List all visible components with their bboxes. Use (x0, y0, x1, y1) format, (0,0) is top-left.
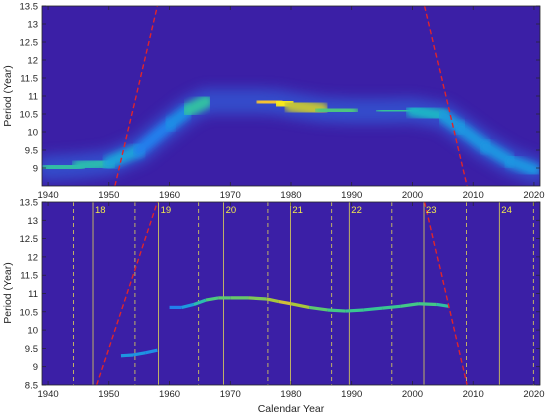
x-tick-label: 1980 (280, 389, 301, 400)
solar-cycle-labels: 18 19 20 21 22 23 24 (95, 205, 512, 216)
bottom-x-ticks: 1940 1950 1960 1970 1980 1990 2000 2010 2020 (38, 202, 544, 400)
x-tick-label: 1980 (280, 190, 301, 201)
y-tick-label: 12.5 (20, 38, 39, 49)
cycle-label: 23 (426, 205, 437, 216)
x-tick-label: 2020 (523, 190, 544, 201)
x-tick-label: 2010 (463, 389, 484, 400)
x-tick-label: 1970 (220, 389, 241, 400)
ridge-segment (381, 304, 401, 310)
x-tick-label: 1990 (341, 190, 362, 201)
cone-right-line (423, 6, 468, 186)
y-tick-label: 9.5 (25, 344, 38, 355)
top-y-ticks: 9 9.5 10 10.5 11 11.5 12 12.5 13 13.5 (20, 2, 540, 175)
top-y-axis-label: Period (Year) (2, 65, 14, 126)
x-tick-label: 2000 (402, 190, 423, 201)
ridge-segment (205, 296, 219, 302)
cone-right-line (423, 202, 468, 385)
y-tick-label: 11.5 (20, 271, 38, 282)
ridge-segment (290, 302, 310, 309)
cycle-label: 18 (95, 205, 106, 216)
y-tick-label: 8.5 (25, 381, 38, 392)
bottom-y-ticks: 8.5 9 9.5 10 10.5 11 11.5 12 12.5 13 13.5 (20, 198, 540, 392)
ridge-segment (144, 348, 158, 355)
top-x-ticks: 1940 1950 1960 1970 1980 1990 2000 2010 2020 (38, 6, 544, 201)
solar-cycle-lines (73, 202, 534, 385)
x-tick-label: 1950 (98, 190, 119, 201)
ridge-segment (278, 299, 292, 306)
cycle-label: 21 (292, 205, 303, 216)
y-tick-label: 10.5 (20, 307, 39, 318)
x-tick-label: 1960 (159, 389, 180, 400)
ridge-segment (266, 297, 280, 304)
y-tick-label: 9.5 (25, 146, 38, 157)
ridge-segment (418, 302, 437, 307)
y-tick-label: 13.5 (20, 198, 39, 209)
ridge-segment (436, 302, 450, 308)
y-tick-label: 10 (27, 326, 38, 337)
x-tick-label: 2000 (402, 389, 423, 400)
x-tick-label: 2020 (523, 389, 544, 400)
ridge-segment (181, 302, 195, 309)
y-tick-label: 11 (28, 289, 38, 300)
ridge-segment (132, 118, 176, 157)
y-tick-label: 9 (33, 164, 38, 175)
y-tick-label: 11.5 (20, 74, 38, 85)
ridge-segment (363, 306, 383, 312)
ridge-segment (327, 308, 346, 313)
top-ridge (42, 93, 540, 177)
bottom-ridge (120, 296, 450, 358)
ridge-segment (193, 298, 207, 306)
x-tick-label: 1990 (341, 389, 362, 400)
y-tick-label: 12 (27, 252, 38, 263)
bottom-x-axis-label: Calendar Year (258, 403, 325, 415)
y-tick-label: 9 (33, 362, 38, 373)
x-tick-label: 1940 (38, 190, 59, 201)
bottom-panel: 18 19 20 21 22 23 24 8.5 9 9.5 10 10.5 11 11.5 12 12.5… (2, 198, 544, 416)
y-tick-label: 13 (27, 20, 38, 31)
y-tick-label: 12 (27, 56, 38, 67)
x-tick-label: 1970 (220, 190, 241, 201)
ridge-segment (132, 351, 146, 357)
cycle-label: 20 (226, 205, 237, 216)
bottom-plot-background (42, 202, 540, 385)
cone-left-line (95, 202, 159, 385)
y-tick-label: 13 (27, 216, 38, 227)
top-cone-of-influence (114, 6, 468, 186)
ridge-segment (400, 302, 419, 308)
x-tick-label: 1960 (159, 190, 180, 201)
top-panel: 9 9.5 10 10.5 11 11.5 12 12.5 13 13.5 1940 1950 196… (2, 2, 544, 202)
ridge-segment (345, 308, 364, 313)
ridge-segment (120, 353, 134, 358)
x-tick-label: 1940 (38, 389, 59, 400)
x-tick-label: 2010 (463, 190, 484, 201)
y-tick-label: 11 (28, 92, 38, 103)
y-tick-label: 10 (27, 128, 38, 139)
ridge-segment (308, 305, 328, 312)
y-tick-label: 10.5 (20, 110, 39, 121)
ridge-segment (503, 154, 540, 177)
cone-left-line (114, 6, 159, 186)
x-tick-label: 1950 (98, 389, 119, 400)
bottom-cone-of-influence (95, 202, 468, 385)
cycle-label: 24 (501, 205, 512, 216)
y-tick-label: 12.5 (20, 234, 39, 245)
ridge-segment (248, 296, 267, 301)
cycle-label: 22 (351, 205, 362, 216)
bottom-y-axis-label: Period (Year) (2, 262, 14, 323)
y-tick-label: 13.5 (20, 2, 39, 13)
cycle-label: 19 (161, 205, 172, 216)
